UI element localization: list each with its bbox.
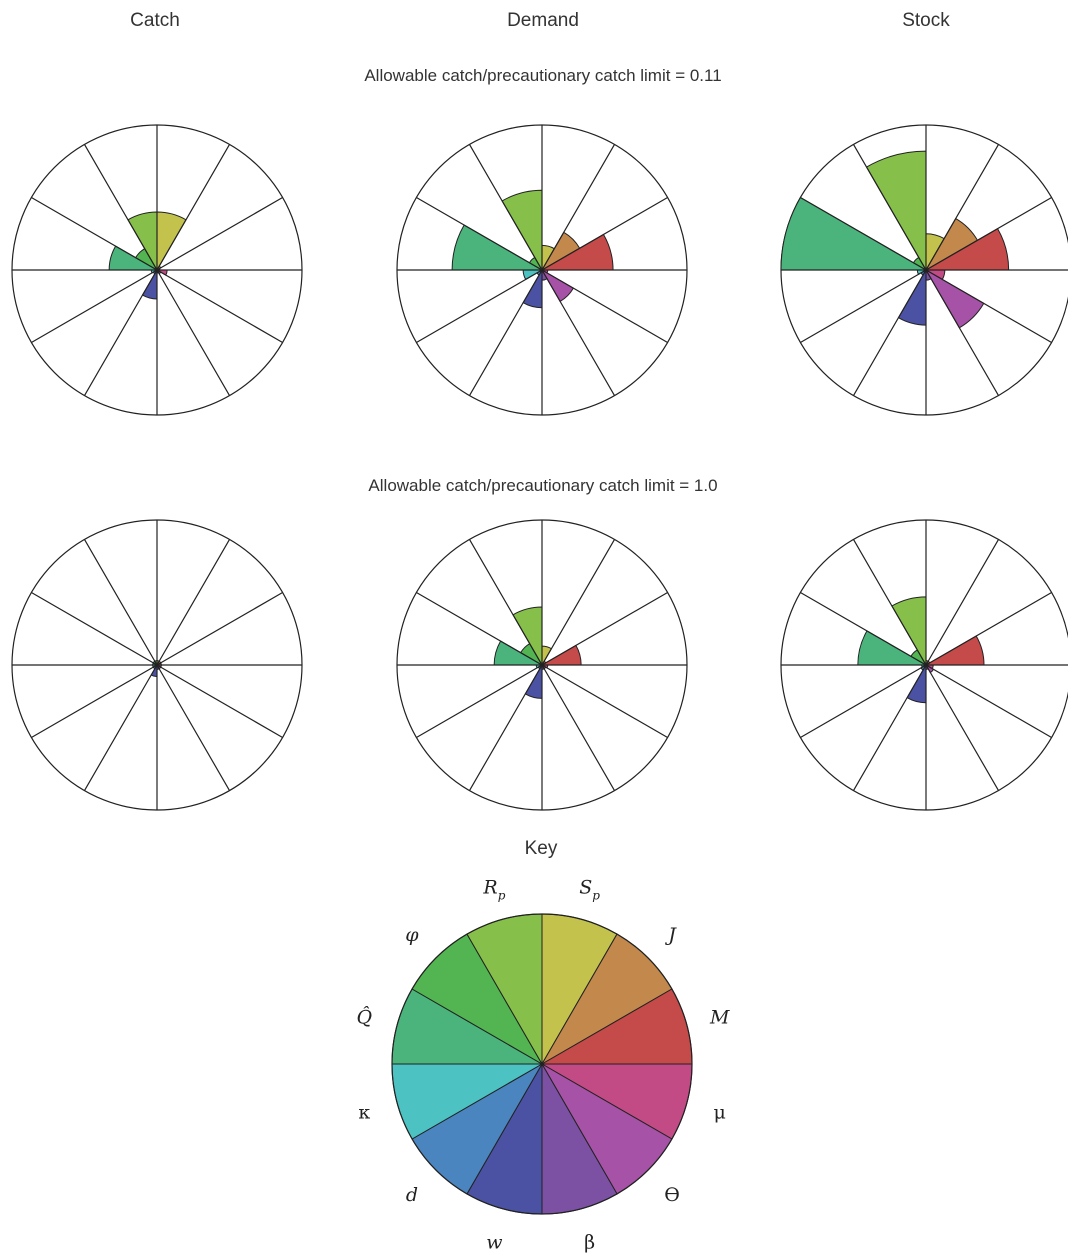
key-label-κ: κ [358, 1102, 370, 1124]
spoke [800, 196, 927, 271]
spoke [416, 269, 543, 344]
spoke [925, 196, 1052, 271]
spoke [541, 591, 668, 666]
spoke [852, 664, 927, 791]
rose-chart-catch-row-1 [11, 124, 303, 416]
spoke [852, 539, 927, 666]
spoke [925, 269, 1000, 396]
key-label-Sp: Sp [579, 876, 600, 902]
spoke [156, 539, 231, 666]
key-label-φ: φ [405, 924, 419, 946]
spoke [83, 144, 158, 271]
key-title: Key [524, 838, 558, 859]
spoke [31, 664, 158, 739]
spoke [800, 269, 927, 344]
rose-chart-stock-row-1 [780, 124, 1068, 416]
spoke [83, 539, 158, 666]
spoke [156, 664, 283, 739]
spoke [468, 269, 543, 396]
spoke [31, 591, 158, 666]
rose-chart-demand-row-2 [396, 519, 688, 811]
key-label-d: d [406, 1184, 418, 1206]
spoke [541, 664, 616, 791]
spoke [925, 664, 1052, 739]
key-label-β: β [584, 1232, 595, 1254]
spoke [800, 664, 927, 739]
spoke [416, 591, 543, 666]
spoke [83, 664, 158, 791]
key-label-w: w [486, 1232, 502, 1254]
column-label-demand: Demand [507, 10, 579, 31]
key-chart [391, 913, 693, 1215]
spoke [925, 539, 1000, 666]
key-label-J: J [664, 924, 677, 946]
column-label-catch: Catch [130, 10, 180, 31]
spoke [541, 144, 616, 271]
spoke [800, 591, 927, 666]
row-title-ratio-1-0: Allowable catch/precautionary catch limi… [368, 476, 718, 495]
spoke [31, 269, 158, 344]
spoke [156, 664, 231, 791]
key-outer-circle [391, 913, 693, 1215]
spoke [925, 269, 1052, 344]
spoke [541, 664, 668, 739]
spoke [468, 144, 543, 271]
key-label-Q̂: Q̂ [357, 1006, 373, 1028]
key-label-M: M [709, 1006, 730, 1028]
spoke [156, 144, 231, 271]
column-label-stock: Stock [902, 10, 950, 31]
spoke [852, 269, 927, 396]
spoke [541, 269, 668, 344]
spoke [541, 196, 668, 271]
spoke [925, 664, 1000, 791]
row-title-ratio-0-11: Allowable catch/precautionary catch limi… [364, 66, 722, 85]
spoke [31, 196, 158, 271]
key-label-ϴ: ϴ [664, 1184, 680, 1206]
rose-chart-demand-row-1 [396, 124, 688, 416]
spoke [83, 269, 158, 396]
spoke [416, 196, 543, 271]
spoke [852, 144, 927, 271]
spoke [156, 196, 283, 271]
key-label-Rp: Rp [482, 876, 505, 902]
spoke [925, 144, 1000, 271]
spoke [416, 664, 543, 739]
spoke [468, 664, 543, 791]
spoke [541, 269, 616, 396]
rose-chart-catch-row-2 [11, 519, 303, 811]
spoke [156, 269, 283, 344]
spoke [156, 591, 283, 666]
spoke [925, 591, 1052, 666]
rose-chart-stock-row-2 [780, 519, 1068, 811]
spoke [156, 269, 231, 396]
spoke [468, 539, 543, 666]
key-label-μ: μ [714, 1102, 726, 1124]
spoke [541, 539, 616, 666]
